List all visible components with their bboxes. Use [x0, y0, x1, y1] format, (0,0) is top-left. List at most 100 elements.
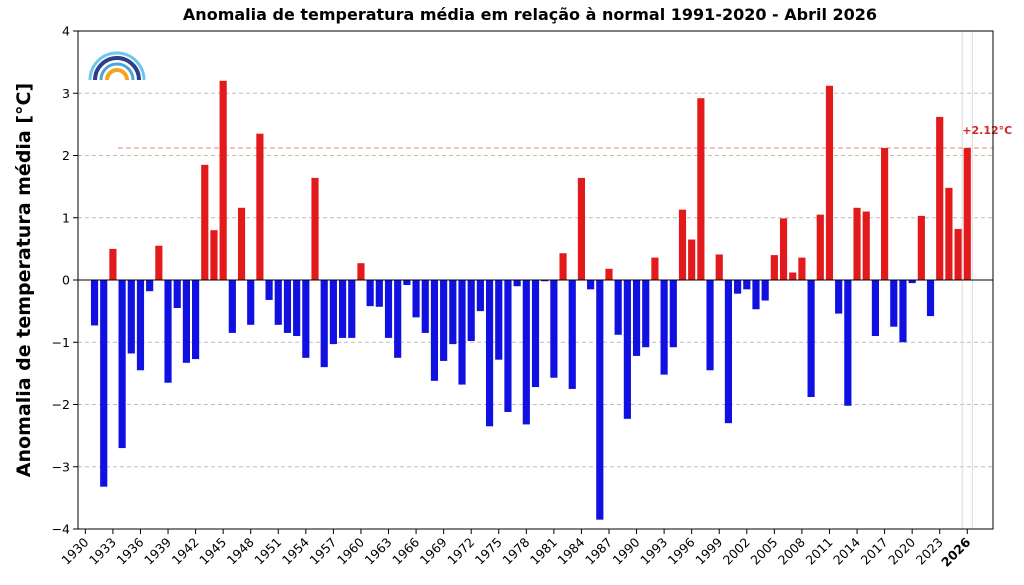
- x-tick-label: 1972: [444, 535, 477, 568]
- bar-2023: [936, 116, 944, 280]
- bar-1970: [449, 280, 457, 345]
- bar-1945: [219, 80, 227, 280]
- y-tick-label: 1: [62, 210, 70, 225]
- bar-1969: [440, 280, 448, 361]
- bar-1978: [522, 280, 530, 425]
- bar-1983: [568, 280, 576, 389]
- y-tick-label: 0: [62, 273, 70, 288]
- bar-1932: [100, 280, 108, 487]
- bar-1964: [394, 280, 402, 358]
- bar-1948: [247, 280, 255, 325]
- bars: [90, 80, 971, 520]
- x-tick-label: 2026: [938, 534, 973, 569]
- bar-1991: [642, 280, 650, 348]
- x-tick-label: 2014: [830, 534, 863, 567]
- y-tick-label: 3: [62, 86, 70, 101]
- bar-2021: [917, 215, 925, 280]
- x-tick-label: 1987: [582, 535, 615, 568]
- bar-1967: [421, 280, 429, 333]
- x-tick-label: 2020: [885, 534, 918, 567]
- bar-2000: [724, 280, 733, 424]
- bar-1966: [412, 280, 420, 318]
- bar-1950: [265, 280, 273, 300]
- x-tick-label: 1993: [637, 535, 670, 568]
- bar-1939: [164, 280, 172, 383]
- bar-1995: [678, 209, 687, 280]
- bar-1952: [283, 280, 292, 333]
- y-tick-label: −2: [52, 397, 70, 412]
- bar-2008: [798, 257, 806, 280]
- bar-1971: [458, 280, 466, 385]
- x-tick-label: 1969: [417, 534, 450, 567]
- bar-1981: [550, 280, 558, 378]
- bar-2019: [899, 280, 907, 343]
- bar-2007: [789, 272, 797, 280]
- bar-1989: [623, 280, 631, 419]
- bar-1944: [210, 230, 218, 280]
- bar-1956: [320, 280, 328, 368]
- bar-1960: [357, 263, 365, 280]
- x-tick-label: 1951: [251, 535, 284, 568]
- bar-2010: [816, 214, 824, 280]
- y-axis-label: Anomalia de temperatura média [°C]: [13, 83, 35, 477]
- bar-1962: [375, 280, 383, 307]
- bar-2018: [890, 280, 898, 327]
- bar-1937: [146, 280, 154, 292]
- bar-2006: [779, 218, 788, 280]
- bar-1943: [201, 164, 209, 280]
- bar-1938: [155, 245, 163, 280]
- x-tick-label: 1990: [610, 534, 643, 567]
- bar-1974: [485, 280, 494, 427]
- x-tick-label: 1996: [665, 534, 698, 567]
- bar-1961: [366, 280, 374, 307]
- bar-1980: [541, 280, 549, 282]
- bar-2024: [945, 187, 953, 280]
- bar-1947: [237, 207, 246, 280]
- x-tick-label: 2011: [802, 535, 835, 568]
- bar-1972: [467, 280, 475, 342]
- bar-1965: [403, 280, 411, 285]
- bar-2017: [881, 148, 889, 280]
- bar-1976: [504, 280, 512, 412]
- bar-2001: [734, 280, 742, 294]
- bar-1987: [605, 268, 613, 280]
- bar-2013: [844, 280, 852, 406]
- x-tick-label: 2002: [720, 535, 753, 568]
- bar-1933: [109, 248, 117, 280]
- y-tick-label: −3: [52, 459, 70, 474]
- bar-1963: [384, 280, 393, 338]
- bar-1973: [476, 280, 484, 312]
- bar-1935: [127, 280, 135, 354]
- x-tick-label: 1960: [334, 534, 367, 567]
- bar-1979: [531, 280, 540, 388]
- y-tick-label: 2: [62, 148, 70, 163]
- bar-1992: [651, 257, 659, 280]
- bar-1955: [311, 177, 319, 280]
- bar-1954: [302, 280, 310, 358]
- bar-1986: [596, 280, 604, 520]
- reference-line-label: +2.12°C: [962, 124, 1012, 137]
- x-tick-label: 2008: [775, 534, 808, 567]
- bar-2009: [807, 280, 815, 398]
- bar-1931: [90, 280, 99, 326]
- bar-1982: [559, 253, 567, 280]
- bar-1988: [614, 280, 622, 335]
- x-axis: 1930193319361939194219451948195119541957…: [58, 529, 974, 570]
- bar-1941: [182, 280, 190, 363]
- bar-1934: [118, 280, 126, 449]
- bar-2004: [761, 280, 769, 301]
- x-tick-label: 1984: [554, 534, 587, 567]
- bar-2012: [835, 280, 843, 314]
- x-tick-label: 1963: [362, 535, 395, 568]
- bar-1984: [577, 177, 586, 280]
- x-tick-label: 1975: [472, 535, 505, 568]
- bar-1959: [348, 280, 356, 338]
- bar-2016: [871, 280, 879, 337]
- x-tick-label: 2005: [747, 535, 780, 568]
- bar-1968: [430, 280, 439, 381]
- x-tick-label: 1957: [306, 535, 339, 568]
- y-tick-label: 4: [62, 24, 70, 39]
- bar-1946: [228, 280, 236, 333]
- bar-1985: [587, 280, 595, 290]
